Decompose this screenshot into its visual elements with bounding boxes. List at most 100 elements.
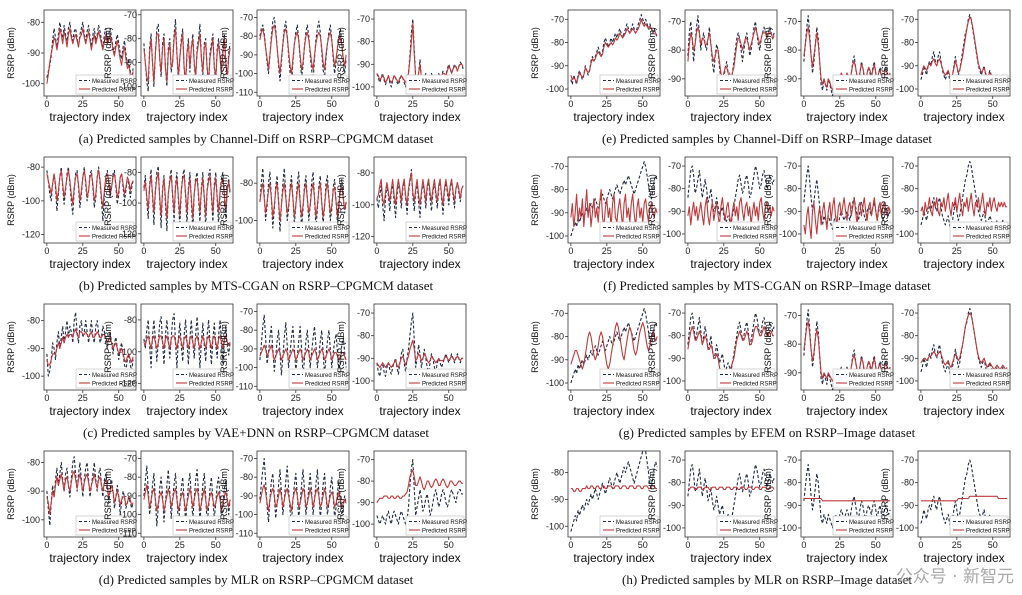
- y-axis-label: RSRP (dBm): [336, 321, 346, 373]
- x-tick-label: 0: [374, 540, 379, 550]
- x-axis-label: trajectory index: [146, 404, 227, 418]
- x-tick-label: 25: [719, 246, 729, 256]
- x-axis-label: trajectory index: [379, 551, 460, 565]
- series-measured: [570, 14, 658, 85]
- y-axis-label: RSRP (dBm): [647, 321, 657, 373]
- y-tick-label: -100: [546, 231, 564, 241]
- legend-label-predicted: Predicted RSRP: [92, 235, 136, 241]
- series-predicted: [46, 470, 134, 515]
- y-tick-label: -80: [784, 339, 797, 349]
- caption-a: (a) Predicted samples by Channel-Diff on…: [78, 131, 434, 146]
- series-predicted: [46, 328, 134, 366]
- plot-frame: [43, 156, 137, 244]
- y-tick-label: -80: [901, 38, 914, 48]
- legend-box: [75, 515, 135, 536]
- legend-label-measured: Measured RSRP: [189, 520, 234, 526]
- plot-frame: [140, 9, 234, 97]
- legend-box: [949, 368, 1009, 389]
- x-axis-label: trajectory index: [806, 404, 887, 418]
- y-tick-label: -70: [551, 308, 564, 318]
- series-predicted: [376, 23, 464, 83]
- x-tick-label: 50: [327, 99, 337, 109]
- x-tick-label: 25: [602, 393, 612, 403]
- y-tick-label: -100: [22, 79, 40, 89]
- y-tick-label: -90: [668, 206, 681, 216]
- series-predicted: [376, 469, 464, 503]
- y-tick-label: -80: [668, 184, 681, 194]
- legend-box: [405, 515, 465, 536]
- y-tick-label: -100: [896, 376, 914, 386]
- series-predicted: [259, 24, 347, 75]
- x-tick-label: 0: [568, 99, 573, 109]
- y-tick-label: -80: [668, 331, 681, 341]
- y-tick-label: -80: [901, 331, 914, 341]
- x-tick-label: 50: [638, 540, 648, 550]
- x-tick-label: 50: [114, 393, 124, 403]
- series-measured: [687, 464, 775, 524]
- legend-label-predicted: Predicted RSRP: [966, 88, 1010, 94]
- legend-label-predicted: Predicted RSRP: [92, 88, 136, 94]
- plot-frame: [256, 9, 350, 97]
- series-measured: [376, 312, 464, 377]
- y-tick-label: -80: [901, 478, 914, 488]
- caption-c: (c) Predicted samples by VAE+DNN on RSRP…: [83, 425, 429, 440]
- x-tick-label: 0: [141, 99, 146, 109]
- x-tick-label: 50: [871, 99, 881, 109]
- y-tick-label: -100: [22, 515, 40, 525]
- series-predicted: [376, 339, 464, 368]
- legend-label-measured: Measured RSRP: [849, 226, 894, 232]
- x-tick-label: 25: [408, 540, 418, 550]
- x-axis-label: trajectory index: [923, 551, 1004, 565]
- y-tick-label: -70: [668, 455, 681, 465]
- plot-frame: [800, 450, 894, 538]
- series-measured: [570, 451, 658, 532]
- series-measured: [376, 459, 464, 525]
- plot-frame: [140, 156, 234, 244]
- x-tick-label: 25: [835, 99, 845, 109]
- legend-label-measured: Measured RSRP: [305, 520, 350, 526]
- x-tick-label: 0: [568, 393, 573, 403]
- x-tick-label: 50: [114, 540, 124, 550]
- y-tick-label: -90: [124, 491, 137, 501]
- y-tick-label: -70: [240, 306, 253, 316]
- x-tick-label: 25: [175, 540, 185, 550]
- y-tick-label: -100: [663, 376, 681, 386]
- x-tick-label: 25: [78, 393, 88, 403]
- y-tick-label: -80: [124, 472, 137, 482]
- legend-box: [405, 74, 465, 95]
- series-predicted: [920, 312, 1008, 371]
- x-axis-label: trajectory index: [146, 257, 227, 271]
- y-tick-label: -90: [357, 353, 370, 363]
- x-tick-label: 0: [44, 246, 49, 256]
- series-predicted: [143, 171, 231, 219]
- plot-frame: [140, 303, 234, 391]
- y-tick-label: -90: [784, 368, 797, 378]
- legend-box: [405, 221, 465, 242]
- y-axis-label: RSRP (dBm): [336, 174, 346, 226]
- y-tick-label: -100: [235, 363, 253, 373]
- y-tick-label: -100: [546, 84, 564, 94]
- legend-label-predicted: Predicted RSRP: [616, 235, 660, 241]
- legend-label-predicted: Predicted RSRP: [616, 88, 660, 94]
- x-tick-label: 0: [801, 99, 806, 109]
- x-tick-label: 25: [952, 540, 962, 550]
- x-tick-label: 25: [719, 99, 729, 109]
- legend-label-measured: Measured RSRP: [616, 79, 661, 85]
- legend-box: [172, 221, 232, 242]
- x-tick-label: 0: [685, 99, 690, 109]
- legend-label-measured: Measured RSRP: [422, 520, 467, 526]
- caption-h: (h) Predicted samples by MLR on RSRP–Ima…: [622, 572, 912, 587]
- y-tick-label: -110: [236, 381, 253, 391]
- y-tick-label: -120: [119, 379, 137, 389]
- y-axis-label: RSRP (dBm): [103, 174, 113, 226]
- legend-box: [832, 515, 892, 536]
- legend-label-measured: Measured RSRP: [305, 226, 350, 232]
- y-tick-label: -90: [357, 59, 370, 69]
